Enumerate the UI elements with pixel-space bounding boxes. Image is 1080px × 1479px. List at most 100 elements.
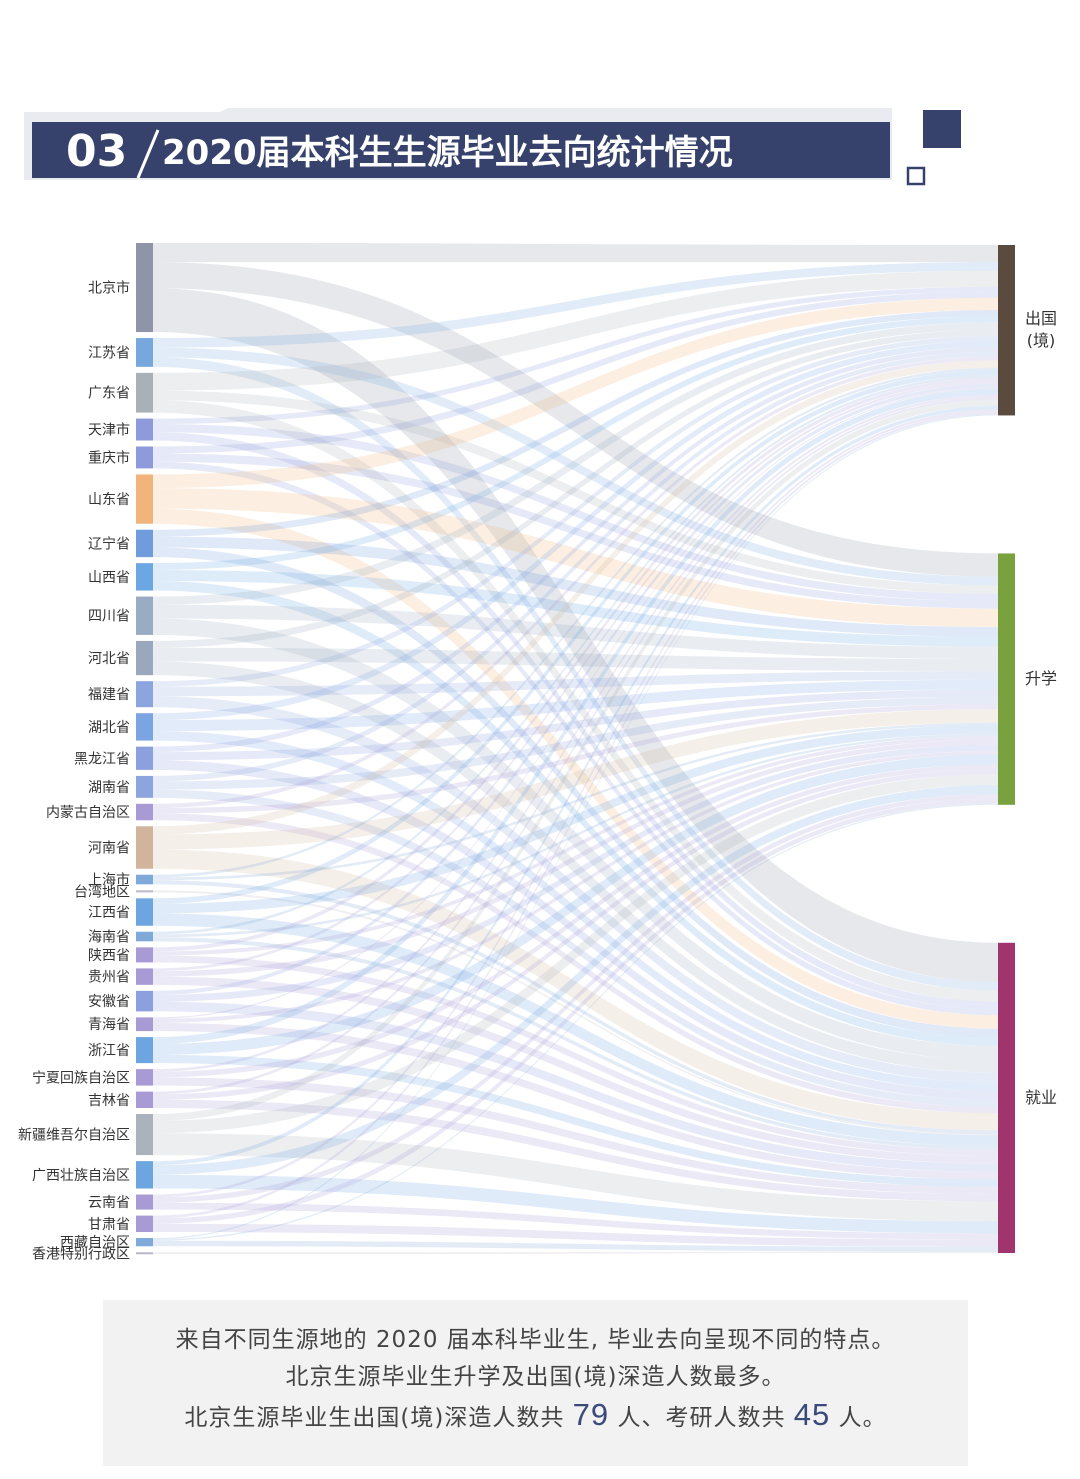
source-label: 西藏自治区	[60, 1235, 130, 1251]
flow-link	[153, 744, 998, 1002]
source-label: 内蒙古自治区	[46, 805, 130, 821]
header-decor-square	[923, 110, 961, 148]
source-label: 香港特别行政区	[32, 1246, 130, 1262]
flow-link	[153, 798, 998, 1224]
source-label: 山西省	[88, 570, 130, 586]
flow-link	[153, 913, 998, 1147]
source-node	[136, 681, 153, 708]
flow-link	[153, 764, 998, 1078]
source-label: 湖北省	[88, 720, 130, 736]
flow-link	[153, 322, 998, 605]
flow-link	[153, 351, 998, 782]
source-node	[136, 1161, 153, 1189]
flow-link	[153, 547, 998, 1038]
source-label: 青海省	[88, 1017, 130, 1033]
flow-link	[153, 270, 998, 391]
source-node	[136, 826, 153, 869]
source-label: 河北省	[88, 651, 130, 667]
flow-link	[153, 536, 998, 637]
flow-link	[153, 424, 998, 602]
flow-link	[153, 286, 998, 425]
flow-link	[153, 1174, 998, 1234]
target-label: 升学	[1025, 669, 1057, 688]
flow-link	[153, 569, 998, 647]
source-label: 山东省	[88, 492, 130, 508]
flow-link	[153, 414, 998, 1240]
source-node	[136, 563, 153, 591]
source-node	[136, 803, 153, 821]
flow-link	[153, 769, 998, 1100]
source-node	[136, 596, 153, 635]
flow-link	[153, 508, 998, 1029]
flow-link	[153, 709, 998, 850]
source-node	[136, 446, 153, 469]
flow-link	[153, 760, 998, 1100]
flow-link	[153, 377, 998, 952]
flow-link	[153, 367, 998, 878]
source-label: 贵州省	[88, 970, 130, 986]
flow-link	[153, 243, 998, 263]
source-label: 黑龙江省	[74, 751, 130, 767]
flow-link	[153, 387, 998, 1019]
source-node	[136, 874, 153, 885]
flow-link	[153, 937, 998, 1151]
source-label: 安徽省	[88, 994, 130, 1010]
flow-link	[153, 1240, 998, 1252]
flow-link	[153, 357, 998, 991]
flow-link	[153, 394, 998, 1072]
source-nodes: 北京市江苏省广东省天津市重庆市山东省辽宁省山西省四川省河北省福建省湖北省黑龙江省…	[18, 243, 153, 1262]
target-node	[998, 553, 1015, 805]
summary-line-1: 来自不同生源地的 2020 届本科毕业生, 毕业去向呈现不同的特点。	[175, 1327, 896, 1353]
flow-link	[153, 329, 998, 648]
header-number: 03	[66, 126, 127, 177]
source-label: 甘肃省	[88, 1217, 130, 1233]
header-bar	[32, 122, 890, 178]
flow-link	[153, 774, 998, 1134]
source-node	[136, 746, 153, 770]
source-node	[136, 640, 153, 676]
flow-link	[153, 383, 998, 995]
summary-line-3-prefix: 北京生源毕业生出国(境)深造人数共	[184, 1405, 573, 1431]
flow-link	[153, 722, 998, 881]
flow-link	[153, 696, 998, 790]
target-node	[998, 942, 1015, 1253]
flow-link	[153, 347, 998, 586]
source-node	[136, 713, 153, 741]
flow-link	[153, 731, 998, 1092]
source-label: 河南省	[88, 841, 130, 857]
source-node	[136, 968, 153, 985]
flow-link	[153, 647, 998, 672]
flow-link	[153, 604, 998, 659]
source-label: 海南省	[88, 930, 130, 946]
flow-link	[153, 618, 998, 1061]
flow-link	[153, 1054, 998, 1187]
source-label: 天津市	[88, 422, 130, 439]
header-decor-outline-square	[906, 166, 926, 186]
flow-link	[153, 955, 998, 1157]
flow-link	[153, 679, 998, 732]
flow-link	[153, 1202, 998, 1240]
source-node	[136, 898, 153, 926]
source-label: 上海市	[88, 872, 130, 889]
header-slash	[136, 129, 160, 179]
abroad-count: 79	[572, 1397, 610, 1432]
summary-line-2: 北京生源毕业生升学及出国(境)深造人数最多。	[285, 1364, 786, 1390]
flow-link	[153, 785, 998, 1175]
source-node	[136, 947, 153, 963]
source-label: 台湾地区	[74, 883, 130, 900]
flow-link	[153, 335, 998, 687]
flow-link	[153, 400, 998, 1002]
source-label: 云南省	[88, 1195, 130, 1211]
flow-link	[153, 1133, 998, 1222]
summary-line-3-suffix: 人。	[830, 1405, 887, 1431]
flow-link	[153, 370, 998, 904]
source-label: 江西省	[88, 905, 130, 921]
flow-link	[153, 316, 998, 570]
source-node	[136, 1091, 153, 1109]
flow-link	[153, 976, 998, 1164]
target-label: 就业	[1025, 1088, 1057, 1107]
source-label: 辽宁省	[88, 535, 130, 552]
flow-link	[153, 291, 998, 454]
sankey-chart: 北京市江苏省广东省天津市重庆市山东省辽宁省山西省四川省河北省福建省湖北省黑龙江省…	[18, 243, 1057, 1262]
